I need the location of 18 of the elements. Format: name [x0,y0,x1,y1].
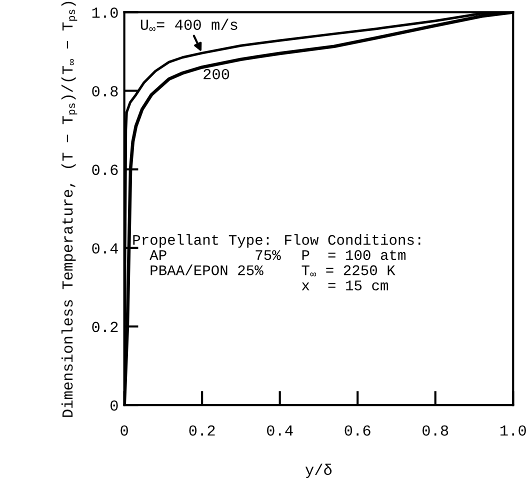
x-tick-label: 0.4 [267,425,293,436]
x-tick-label: 0.2 [189,425,215,436]
x-tick-label: 1.0 [500,425,526,436]
annotation: U$_{∞}$= 400 m/s [140,18,238,32]
y-tick-label: 0.2 [92,322,118,332]
y-tick-label: 0.6 [92,164,118,176]
annotation: Propellant Type: AP 75% PBAA/EPON 25% [133,234,281,276]
x-tick-label: 0.8 [422,425,448,436]
x-tick-label: 0.6 [344,425,370,436]
y-tick-label: 1.0 [92,8,118,18]
x-axis-title: y/δ [305,464,332,478]
annotation: 200 [204,68,230,80]
y-tick-label: 0.8 [92,86,118,96]
x-tick-label: 0 [120,425,128,436]
y-tick-label: 0 [110,400,118,411]
y-tick-label: 0.4 [92,243,118,254]
annotation: Flow Conditions: P = 100 atm T$_{∞}$ = 2250 K x = 15 cm [285,234,420,290]
y-axis-title: Dimensionless Temperature, (T − T$_{ps}$)/(T$_{∞}$ − T$_{ps}$) [61,2,78,417]
